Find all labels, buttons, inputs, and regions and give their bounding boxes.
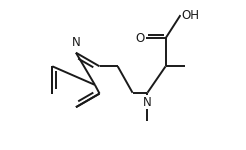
Text: N: N bbox=[72, 36, 80, 49]
Text: N: N bbox=[143, 96, 152, 109]
Text: OH: OH bbox=[182, 9, 200, 22]
Text: O: O bbox=[135, 32, 144, 45]
